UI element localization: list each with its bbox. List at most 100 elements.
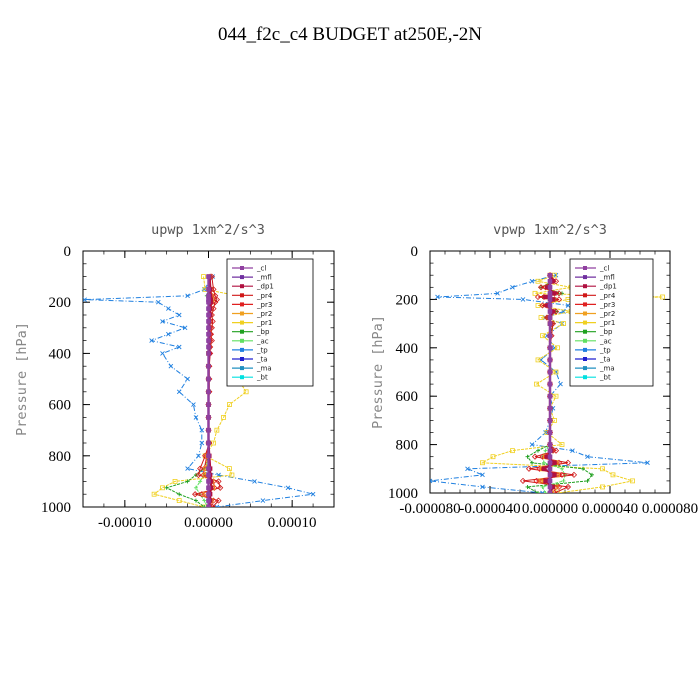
series-marker (547, 315, 553, 320)
x-tick-label: -0.000080 (399, 501, 460, 517)
legend-marker (583, 275, 587, 280)
y-axis-label: Pressure [hPa] (14, 322, 30, 436)
series-marker (185, 376, 190, 382)
legend-marker (240, 366, 244, 371)
series-marker (206, 498, 211, 503)
series-marker (202, 505, 207, 507)
series-marker (480, 460, 485, 466)
series-marker (547, 418, 553, 423)
legend-label: _ac (256, 337, 269, 345)
legend-marker (583, 266, 587, 270)
series-marker (206, 485, 211, 490)
series-marker (164, 485, 169, 490)
y-tick-label: 400 (49, 346, 72, 362)
series-marker (561, 478, 566, 483)
series-marker (201, 274, 206, 280)
series-marker (547, 394, 553, 399)
series-marker (206, 440, 211, 446)
series-marker (539, 453, 546, 460)
series-marker (543, 294, 548, 300)
series-marker (555, 345, 560, 351)
series-marker (559, 442, 565, 448)
plot-area (83, 273, 316, 507)
series-marker (540, 333, 545, 339)
legend-label: _pr4 (256, 292, 273, 300)
series-marker (310, 491, 316, 497)
legend-marker (240, 275, 244, 280)
series-marker (221, 414, 226, 420)
series-marker (176, 344, 182, 350)
series-marker (206, 332, 211, 337)
legend-label: _ta (599, 356, 611, 364)
series-marker (206, 287, 211, 292)
y-tick-label: 400 (396, 341, 419, 357)
series-marker (547, 472, 553, 478)
series-marker (206, 306, 211, 311)
series-marker (206, 376, 211, 382)
series-marker (547, 454, 553, 459)
series-marker (166, 331, 171, 337)
series-marker (547, 345, 553, 350)
series-marker (206, 415, 211, 420)
legend-label: _cl (599, 265, 609, 273)
x-tick-label: 0.000080 (642, 501, 698, 517)
legend-label: _tp (256, 346, 268, 354)
series-marker (534, 381, 539, 387)
legend-label: _mfl (599, 274, 615, 282)
series-marker (553, 369, 559, 375)
legend-label: _bp (599, 328, 613, 336)
series-line-pr1 (152, 276, 280, 507)
series-marker (531, 453, 539, 460)
series-marker (196, 453, 201, 459)
series-marker (206, 479, 211, 484)
series-marker (532, 290, 538, 296)
series-marker (227, 466, 232, 472)
series-marker (544, 303, 550, 308)
series-marker (535, 278, 541, 284)
series-marker (585, 478, 590, 483)
series-marker (208, 485, 214, 490)
series-marker (538, 478, 544, 484)
series-marker (206, 325, 211, 330)
y-tick-label: 800 (49, 449, 72, 465)
series-marker (547, 369, 553, 375)
series-marker (600, 484, 605, 490)
legend-marker (240, 266, 244, 270)
series-marker (197, 465, 204, 472)
series-marker (558, 381, 563, 387)
series-marker (543, 491, 548, 493)
series-marker (542, 460, 546, 465)
series-marker (553, 393, 559, 399)
legend-label: _pr2 (599, 310, 615, 318)
series-marker (544, 454, 550, 459)
series-marker (547, 333, 553, 338)
series-marker (201, 465, 208, 472)
legend-label: _cl (256, 265, 266, 273)
series-line-tp (84, 276, 314, 507)
series-marker (206, 293, 211, 298)
series-marker (525, 484, 530, 489)
series-marker (552, 472, 557, 478)
panel-vpwp: vpwp 1xm^2/s^3 Pressure [hPa] 0 200 400 600 80… (370, 222, 698, 517)
legend-marker (583, 284, 587, 289)
x-tick-label: -0.000040 (459, 501, 520, 517)
x-tick-label: 0.000000 (522, 501, 578, 517)
series-marker (185, 466, 190, 471)
legend-label: _tp (599, 346, 611, 354)
legend-marker (583, 293, 587, 298)
series-marker (206, 274, 211, 279)
series-marker (510, 284, 515, 290)
series-marker (547, 309, 553, 314)
series-marker (547, 466, 553, 471)
legend-label: _bt (599, 374, 611, 382)
legend-label: _pr1 (256, 319, 272, 327)
legend-marker (240, 357, 244, 361)
series-marker (83, 297, 87, 302)
series-marker (195, 471, 202, 479)
series-marker (495, 291, 500, 296)
series-marker (570, 471, 578, 478)
series-marker (480, 484, 485, 490)
legend-marker (583, 338, 587, 343)
series-marker (199, 427, 205, 433)
series-marker (537, 284, 545, 291)
